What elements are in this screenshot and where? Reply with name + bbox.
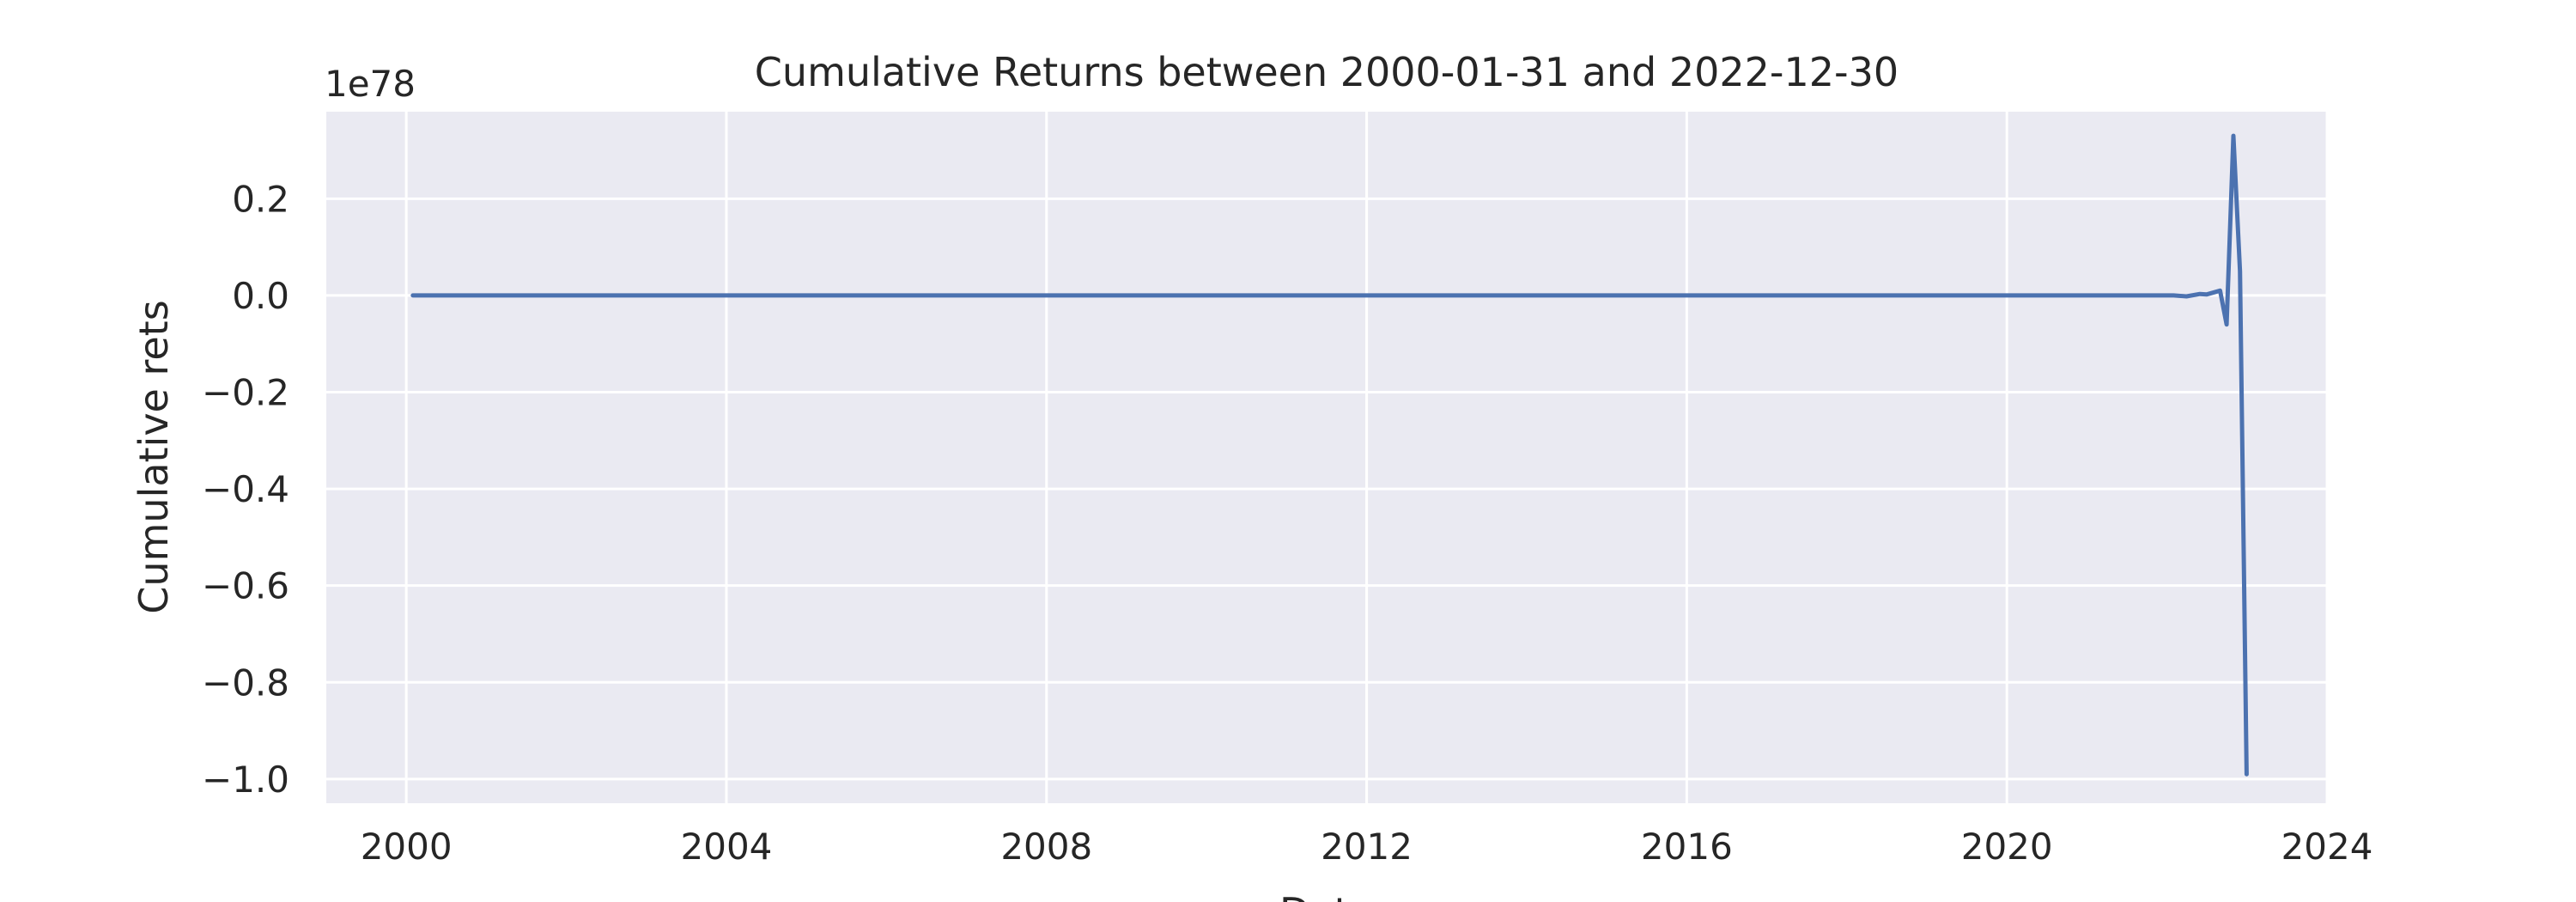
y-tick-label: −0.8 bbox=[202, 661, 289, 704]
x-tick-label: 2012 bbox=[1321, 826, 1413, 868]
y-tick-label: −0.6 bbox=[202, 565, 289, 607]
y-tick-label: −0.2 bbox=[202, 372, 289, 414]
plot-area bbox=[326, 112, 2327, 803]
x-tick-label: 2000 bbox=[361, 826, 453, 868]
x-tick-label: 2020 bbox=[1961, 826, 2053, 868]
y-tick-labels: 0.2 0.0 −0.2 −0.4 −0.6 −0.8 −1.0 bbox=[202, 178, 289, 801]
y-tick-label: −1.0 bbox=[202, 759, 289, 801]
y-tick-label: −0.4 bbox=[202, 468, 289, 510]
x-tick-label: 2004 bbox=[681, 826, 773, 868]
y-tick-label: 0.2 bbox=[232, 178, 289, 220]
y-axis-label: Cumulative rets bbox=[131, 300, 177, 613]
grid-lines bbox=[326, 112, 2329, 803]
y-tick-label: 0.0 bbox=[232, 275, 289, 317]
x-tick-label: 2008 bbox=[1000, 826, 1092, 868]
series-layer bbox=[410, 133, 2249, 777]
x-tick-label: 2016 bbox=[1641, 826, 1733, 868]
series-line bbox=[410, 133, 2249, 777]
chart-title: Cumulative Returns between 2000-01-31 an… bbox=[755, 49, 1899, 95]
x-tick-label: 2024 bbox=[2281, 826, 2373, 868]
x-tick-labels: 2000 2004 2008 2012 2016 2020 2024 bbox=[361, 826, 2373, 868]
y-axis-offset-label: 1e78 bbox=[325, 63, 416, 105]
x-axis-label: Date bbox=[1279, 889, 1374, 902]
